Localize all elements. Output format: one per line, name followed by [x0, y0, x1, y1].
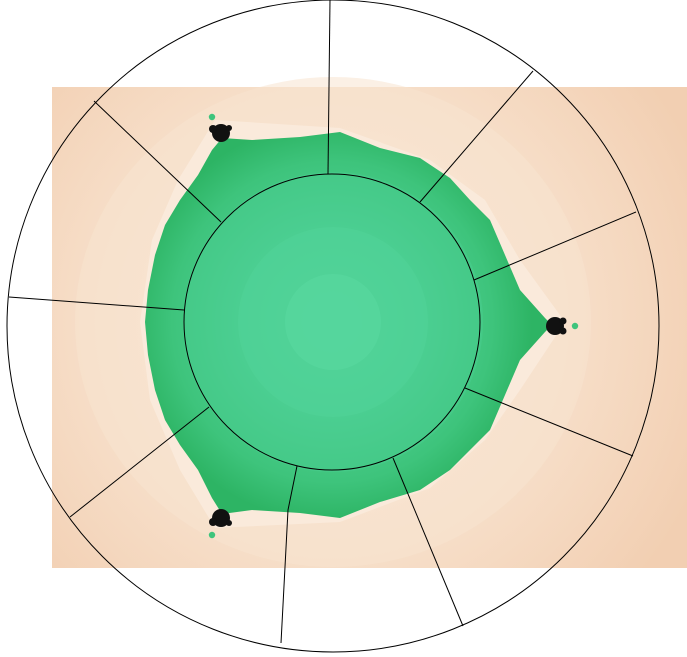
mini-set-right	[546, 317, 579, 335]
sector-divider	[419, 70, 534, 203]
sector-divider	[473, 211, 637, 281]
sector-divider	[392, 457, 464, 627]
sector-divider	[93, 100, 222, 223]
set-core	[285, 274, 381, 370]
sector-divider	[280, 465, 298, 644]
mini-set-bottom-left	[208, 509, 232, 539]
sector-divider	[327, 0, 331, 175]
sector-divider	[464, 387, 634, 457]
mini-set-top-left	[208, 113, 232, 142]
sector-divider	[8, 296, 185, 311]
sector-divider	[69, 406, 210, 518]
inner-ring	[183, 173, 481, 471]
outer-ring	[6, 0, 660, 653]
